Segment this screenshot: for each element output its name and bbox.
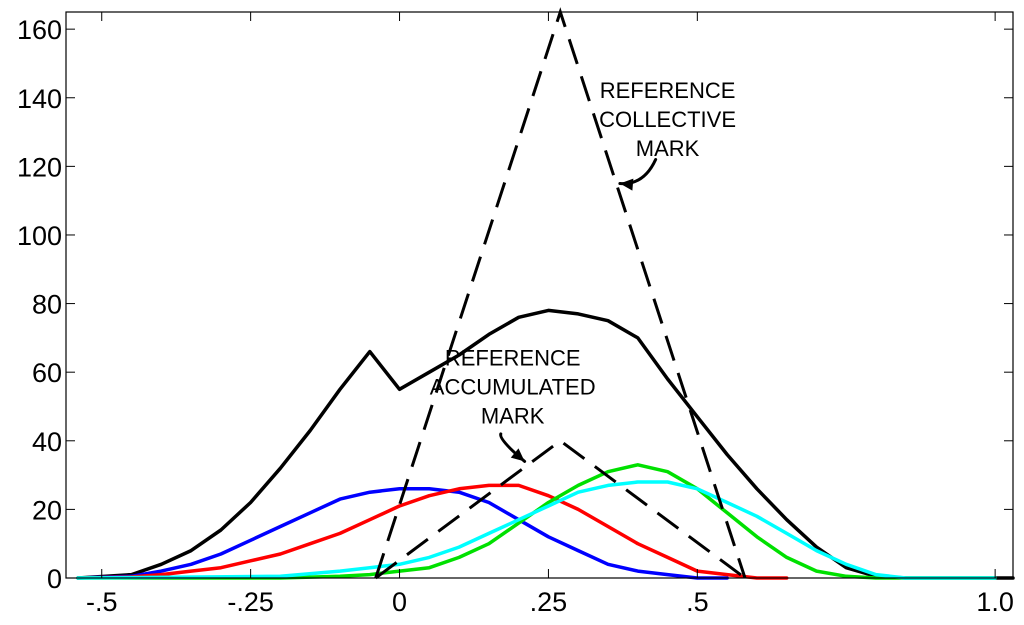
series-layer bbox=[76, 7, 1015, 580]
annotation-2: REFERENCE ACCUMULATED MARK bbox=[430, 345, 596, 463]
annotation-text-line: REFERENCE bbox=[445, 345, 581, 370]
plot-frame bbox=[65, 11, 1014, 579]
x-tick-label: -.5 bbox=[86, 587, 118, 617]
x-axis: -.5 -.25 0 .25 .5 1.0 bbox=[86, 12, 1014, 617]
series-line-4 bbox=[76, 463, 997, 580]
annotation-text-line: COLLECTIVE bbox=[599, 107, 736, 132]
annotation-arrowhead bbox=[619, 178, 634, 191]
annotation-arrowhead bbox=[510, 448, 525, 462]
x-tick-label: .25 bbox=[530, 587, 568, 617]
annotation-1: REFERENCE COLLECTIVE MARK bbox=[599, 78, 736, 191]
y-tick-label: 120 bbox=[17, 152, 62, 182]
y-tick-label: 0 bbox=[47, 564, 62, 594]
annotation-text-line: MARK bbox=[636, 136, 700, 161]
y-tick-label: 80 bbox=[32, 290, 62, 320]
series-line-1 bbox=[76, 308, 1015, 580]
series-line-2 bbox=[76, 487, 729, 580]
x-tick-label: -.25 bbox=[227, 587, 274, 617]
y-axis: 0 20 40 60 80 100 120 140 160 bbox=[17, 15, 1013, 594]
x-tick-label: 0 bbox=[392, 587, 407, 617]
annotation-arrow bbox=[618, 158, 658, 186]
y-tick-label: 60 bbox=[32, 358, 62, 388]
annotation-text-line: MARK bbox=[481, 403, 545, 428]
y-tick-label: 20 bbox=[32, 495, 62, 525]
annotation-layer: REFERENCE COLLECTIVE MARK REFERENCE ACCUMULA… bbox=[430, 78, 736, 463]
y-tick-label: 40 bbox=[32, 427, 62, 457]
x-tick-label: .5 bbox=[686, 587, 709, 617]
y-tick-label: 140 bbox=[17, 84, 62, 114]
series-line-3 bbox=[76, 483, 789, 580]
y-tick-label: 100 bbox=[17, 221, 62, 251]
annotation-text-line: ACCUMULATED bbox=[430, 374, 596, 399]
annotation-text-line: REFERENCE bbox=[600, 78, 736, 103]
x-tick-label: 1.0 bbox=[976, 587, 1014, 617]
series-line-5 bbox=[76, 480, 997, 580]
y-tick-label: 160 bbox=[17, 15, 62, 45]
